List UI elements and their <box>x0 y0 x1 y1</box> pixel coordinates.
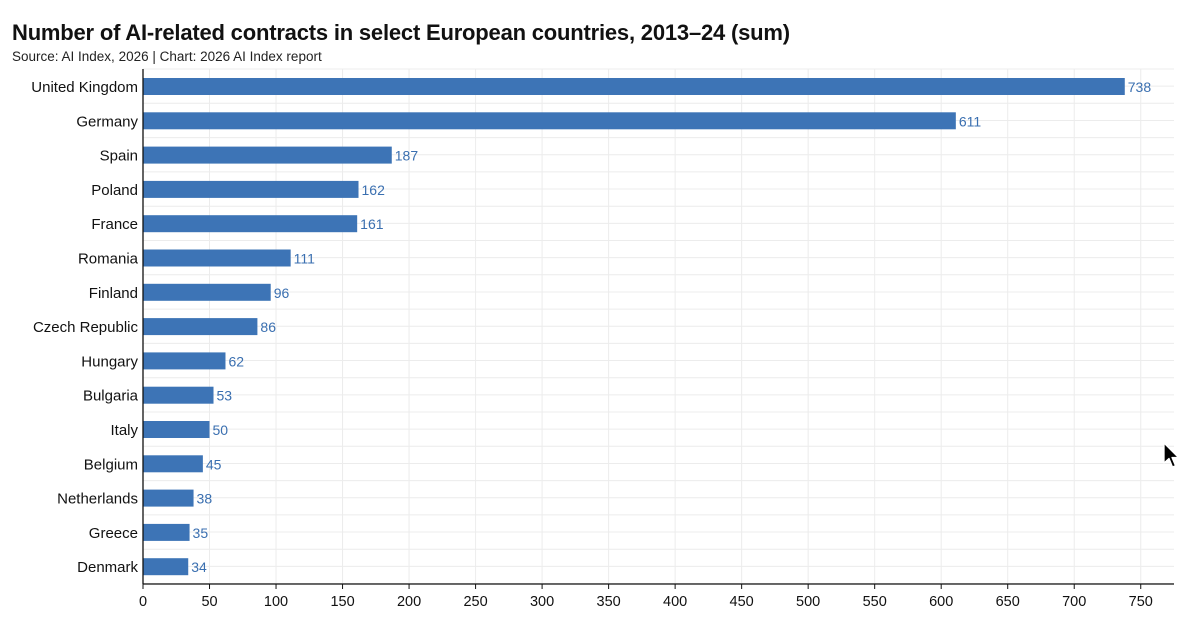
x-tick-label-200: 200 <box>397 594 421 610</box>
bars <box>143 78 1125 576</box>
value-label-belgium: 45 <box>206 456 222 472</box>
x-tick-label-50: 50 <box>201 594 217 610</box>
value-label-denmark: 34 <box>191 559 207 575</box>
category-label-denmark: Denmark <box>77 559 138 576</box>
category-label-france: France <box>91 216 138 233</box>
bar-poland <box>143 180 359 198</box>
value-label-romania: 111 <box>294 251 315 267</box>
x-tick-label-300: 300 <box>530 594 554 610</box>
value-label-finland: 96 <box>274 285 290 301</box>
value-label-spain: 187 <box>395 148 419 164</box>
value-label-italy: 50 <box>213 422 229 438</box>
x-tick-label-550: 550 <box>863 594 887 610</box>
category-label-hungary: Hungary <box>81 353 138 370</box>
category-label-greece: Greece <box>89 525 138 542</box>
category-label-united-kingdom: United Kingdom <box>31 79 138 96</box>
grid <box>143 68 1174 584</box>
category-label-belgium: Belgium <box>84 456 138 473</box>
category-label-czech-republic: Czech Republic <box>33 319 139 336</box>
x-tick-label-500: 500 <box>796 594 820 610</box>
x-tick-label-150: 150 <box>330 594 354 610</box>
category-label-germany: Germany <box>76 113 138 130</box>
bar-greece <box>143 523 190 541</box>
bar-romania <box>143 249 291 267</box>
value-label-bulgaria: 53 <box>217 388 233 404</box>
x-tick-label-600: 600 <box>929 594 953 610</box>
bar-france <box>143 215 358 233</box>
value-label-united-kingdom: 738 <box>1128 79 1152 95</box>
chart-title: Number of AI-related contracts in select… <box>12 20 790 45</box>
bar-denmark <box>143 558 189 576</box>
value-label-hungary: 62 <box>228 353 244 369</box>
mouse-pointer-icon <box>1163 442 1180 468</box>
value-label-czech-republic: 86 <box>260 319 276 335</box>
bar-netherlands <box>143 489 194 507</box>
x-tick-label-400: 400 <box>663 594 687 610</box>
bar-czech-republic <box>143 318 258 336</box>
category-label-italy: Italy <box>110 422 138 439</box>
x-tick-label-250: 250 <box>463 594 487 610</box>
axes: United Kingdom 738 Germany 611 Spain 187 Polan… <box>31 69 1174 610</box>
value-label-france: 161 <box>360 216 384 232</box>
category-label-bulgaria: Bulgaria <box>83 388 139 405</box>
value-label-greece: 35 <box>193 525 209 541</box>
bar-germany <box>143 112 956 130</box>
bar-bulgaria <box>143 386 214 404</box>
x-tick-label-450: 450 <box>730 594 754 610</box>
x-tick-label-650: 650 <box>996 594 1020 610</box>
bar-finland <box>143 283 271 301</box>
x-tick-label-0: 0 <box>139 594 147 610</box>
value-label-netherlands: 38 <box>197 491 213 507</box>
bar-spain <box>143 146 392 164</box>
bar-italy <box>143 421 210 438</box>
category-label-netherlands: Netherlands <box>57 491 138 508</box>
x-tick-label-700: 700 <box>1062 594 1086 610</box>
x-tick-label-350: 350 <box>597 594 621 610</box>
value-label-germany: 611 <box>959 113 982 129</box>
bar-united-kingdom <box>143 78 1125 95</box>
category-label-poland: Poland <box>91 182 138 199</box>
value-label-poland: 162 <box>362 182 386 198</box>
bar-belgium <box>143 455 203 473</box>
x-tick-label-100: 100 <box>264 594 288 610</box>
category-label-romania: Romania <box>78 251 139 268</box>
category-label-spain: Spain <box>100 148 138 165</box>
category-label-finland: Finland <box>89 285 138 302</box>
bar-hungary <box>143 352 226 370</box>
chart-subtitle: Source: AI Index, 2026 | Chart: 2026 AI … <box>12 49 322 64</box>
x-tick-label-750: 750 <box>1129 594 1153 610</box>
